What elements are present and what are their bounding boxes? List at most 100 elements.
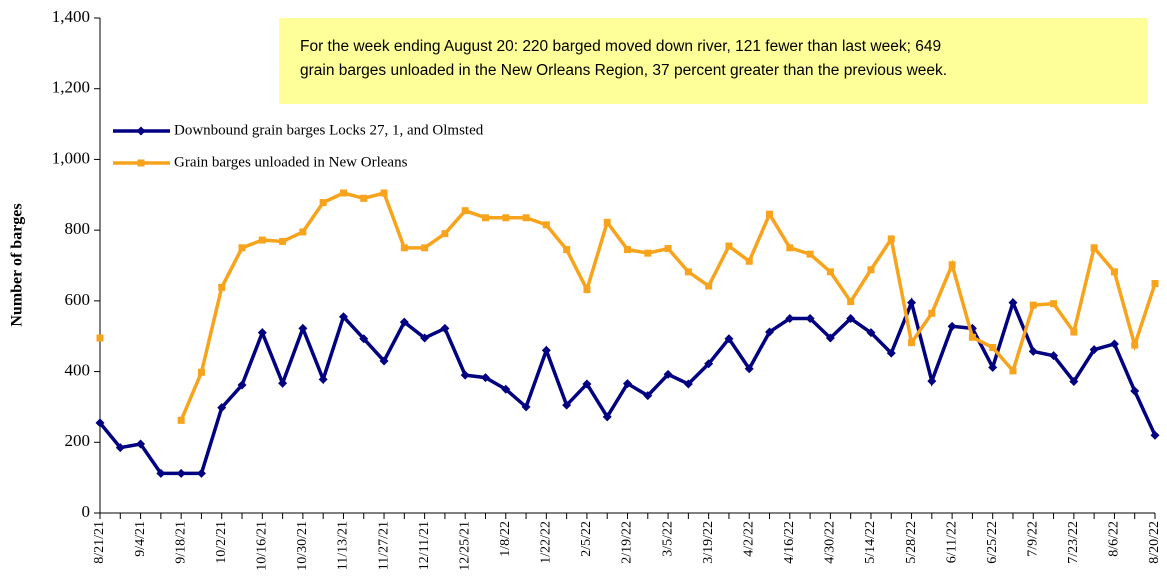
- point: [847, 298, 855, 306]
- point: [602, 412, 612, 422]
- point: [1090, 244, 1098, 252]
- point: [1131, 341, 1139, 349]
- point: [278, 378, 288, 388]
- x-tick-label: 5/28/22: [904, 521, 919, 564]
- point: [948, 261, 956, 269]
- point: [136, 439, 146, 449]
- point: [156, 468, 166, 478]
- legend-label: Grain barges unloaded in New Orleans: [174, 154, 408, 170]
- x-tick-label: 6/11/22: [944, 521, 959, 563]
- point: [421, 244, 429, 252]
- y-tick-label: 800: [65, 219, 91, 238]
- y-tick-label: 1,200: [52, 78, 90, 97]
- annotation-box: [279, 18, 1147, 104]
- x-tick-label: 8/6/22: [1107, 521, 1122, 557]
- x-tick-label: 9/4/21: [133, 521, 148, 557]
- point: [583, 286, 591, 294]
- point: [399, 317, 409, 327]
- x-tick-label: 8/20/22: [1147, 521, 1162, 564]
- x-tick-label: 11/27/21: [376, 521, 391, 570]
- x-tick-label: 1/8/22: [498, 521, 513, 557]
- point: [745, 257, 753, 265]
- point: [785, 314, 795, 324]
- x-tick-label: 10/16/21: [255, 521, 270, 571]
- point: [339, 189, 347, 197]
- y-tick-label: 1,400: [52, 7, 90, 26]
- point: [1109, 339, 1119, 349]
- point: [664, 245, 672, 253]
- x-tick-label: 3/5/22: [660, 521, 675, 557]
- point: [1008, 298, 1018, 308]
- point: [603, 218, 611, 226]
- point: [95, 418, 105, 428]
- point: [683, 379, 693, 389]
- point: [846, 314, 856, 324]
- point: [947, 321, 957, 331]
- x-tick-label: 7/9/22: [1025, 521, 1040, 557]
- point: [1029, 301, 1037, 309]
- point: [115, 443, 125, 453]
- point: [582, 379, 592, 389]
- point: [380, 189, 388, 197]
- point: [502, 214, 510, 222]
- point: [1049, 351, 1059, 361]
- point: [765, 327, 775, 337]
- x-tick-label: 2/5/22: [579, 521, 594, 557]
- point: [257, 328, 267, 338]
- point: [359, 334, 369, 344]
- point: [217, 403, 227, 413]
- point: [725, 242, 733, 250]
- point: [522, 214, 530, 222]
- point: [177, 416, 185, 424]
- point: [501, 384, 511, 394]
- point: [279, 237, 287, 245]
- x-tick-label: 9/18/21: [173, 521, 188, 564]
- point: [196, 468, 206, 478]
- point: [1150, 430, 1160, 440]
- point: [724, 334, 734, 344]
- point: [805, 314, 815, 324]
- point: [480, 373, 490, 383]
- point: [907, 298, 917, 308]
- point: [887, 235, 895, 243]
- point: [663, 369, 673, 379]
- point: [927, 376, 937, 386]
- point: [886, 348, 896, 358]
- point: [258, 236, 266, 244]
- point: [1069, 376, 1079, 386]
- point: [96, 334, 104, 342]
- point: [360, 194, 368, 202]
- point: [521, 402, 531, 412]
- y-tick-label: 600: [65, 290, 91, 309]
- point: [786, 244, 794, 252]
- x-tick-label: 10/2/21: [214, 521, 229, 564]
- point: [440, 323, 450, 333]
- x-tick-label: 3/19/22: [701, 521, 716, 564]
- x-tick-label: 10/30/21: [295, 521, 310, 571]
- point: [968, 333, 976, 341]
- point: [744, 364, 754, 374]
- point: [1151, 280, 1159, 288]
- point: [400, 244, 408, 252]
- point: [866, 328, 876, 338]
- point: [461, 207, 469, 215]
- x-tick-label: 2/19/22: [620, 521, 635, 564]
- point: [1070, 328, 1078, 336]
- y-tick-label: 1,000: [52, 148, 90, 167]
- point: [928, 309, 936, 317]
- point: [623, 379, 632, 389]
- point: [541, 345, 551, 355]
- point: [826, 268, 834, 276]
- point: [237, 380, 247, 390]
- point: [136, 126, 146, 136]
- point: [318, 374, 328, 384]
- series-line: [179, 190, 1157, 422]
- point: [867, 266, 875, 274]
- point: [298, 323, 308, 333]
- annotation: For the week ending August 20: 220 barge…: [300, 38, 941, 55]
- point: [684, 268, 692, 276]
- point: [1050, 300, 1058, 308]
- point: [643, 391, 653, 401]
- point: [1028, 346, 1038, 356]
- x-tick-label: 12/25/21: [457, 521, 472, 571]
